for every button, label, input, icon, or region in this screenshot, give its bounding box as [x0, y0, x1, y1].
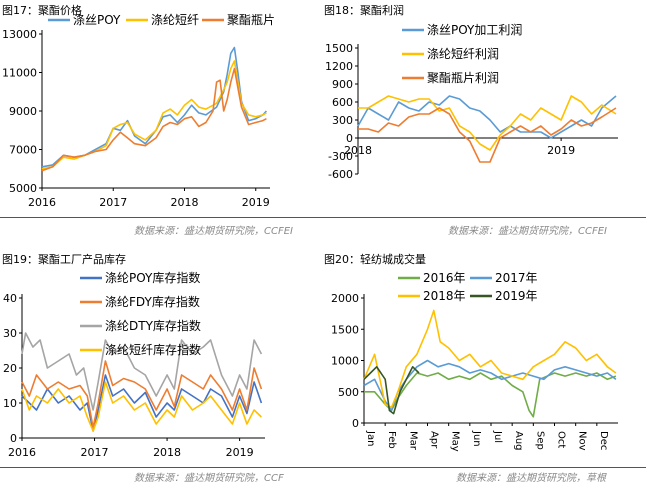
y-tick-label: 300 — [332, 114, 353, 127]
series-line-3 — [358, 107, 617, 163]
legend-label: 涤丝POY — [73, 13, 121, 27]
y-tick-label: 7000 — [9, 144, 37, 157]
x-tick-label: Feb — [386, 431, 397, 449]
inventory-chart: 0 10 20 30 40 2016 2017 2018 2019 涤纶POY库存指数涤纶FDY库… — [3, 270, 265, 459]
x-tick-label: Jun — [471, 430, 482, 447]
x-tick-label: Oct — [556, 431, 567, 448]
x-tick-label: Jul — [492, 430, 503, 443]
y-tick-label: 5000 — [9, 182, 37, 195]
legend-label: 2018年 — [423, 289, 466, 303]
series-line-3 — [41, 67, 267, 172]
x-tick-label: 2016 — [28, 196, 56, 209]
x-tick-label: 2018 — [344, 144, 372, 157]
y-tick-label: 900 — [332, 78, 353, 91]
series-line-3 — [21, 332, 263, 411]
profit-chart: -600 -300 0 300 600 900 1200 1500 2018 2019 涤丝POY加… — [325, 23, 618, 181]
legend-label: 2016年 — [423, 271, 466, 285]
x-tick-label: Apr — [429, 431, 440, 449]
x-tick-label: 2017 — [81, 446, 109, 459]
fig20-title: 图20：轻纺城成交量 — [324, 253, 426, 266]
y-tick-label: 600 — [332, 96, 353, 109]
legend-label: 2019年 — [495, 289, 538, 303]
legend-label: 涤丝POY加工利润 — [427, 23, 522, 37]
series-line-3 — [363, 309, 617, 409]
fig19-title: 图19：聚酯工厂产品库存 — [2, 253, 126, 266]
x-tick-label: Dec — [598, 431, 609, 450]
y-tick-label: 1500 — [331, 323, 359, 336]
x-tick-label: Nov — [577, 431, 588, 451]
legend-label: 涤纶FDY库存指数 — [105, 294, 200, 309]
series-line-2 — [358, 95, 617, 151]
x-tick-label: 2019 — [547, 144, 575, 157]
y-tick-label: 1000 — [331, 355, 359, 368]
y-tick-label: 9000 — [9, 105, 37, 118]
x-tick-label: 2019 — [226, 446, 254, 459]
y-tick-label: 0 — [352, 417, 359, 430]
y-tick-label: 0 — [10, 432, 17, 445]
legend-label: 聚酯瓶片 — [227, 13, 275, 27]
legend-label: 涤纶DTY库存指数 — [105, 318, 201, 333]
series-line-1 — [364, 372, 617, 418]
y-tick-label: 13000 — [2, 28, 37, 41]
legend-label: 2017年 — [495, 271, 538, 285]
divider-line-top — [0, 217, 646, 218]
divider-line-bottom — [0, 467, 646, 468]
y-tick-label: 40 — [3, 292, 17, 305]
volume-chart: 0 500 1000 1500 2000 Jan Feb Mar Apr May Jun Jul Aug… — [331, 271, 618, 452]
y-tick-label: 10 — [3, 397, 17, 410]
fig18-source: 数据来源：盛达期货研究院，CCFEI — [448, 226, 607, 237]
y-tick-label: 2000 — [331, 292, 359, 305]
x-tick-label: 2019 — [242, 196, 270, 209]
legend-label: 聚酯瓶片利润 — [427, 71, 499, 85]
legend-label: 涤纶短纤 — [151, 13, 199, 27]
y-tick-label: 20 — [3, 362, 17, 375]
y-tick-label: 11000 — [2, 67, 37, 80]
fig18-title: 图18：聚酯利润 — [324, 4, 404, 17]
y-tick-label: 30 — [3, 327, 17, 340]
price-chart: 5000 7000 9000 11000 13000 2016 2017 2018 2019 涤丝… — [2, 13, 275, 209]
x-tick-label: Jan — [365, 430, 376, 446]
x-tick-label: Sep — [534, 431, 545, 450]
y-tick-label: 1200 — [325, 60, 353, 73]
series-line-2 — [363, 359, 617, 412]
fig20-source: 数据来源：盛达期货研究院，草根 — [456, 473, 606, 484]
series-line-4 — [21, 381, 262, 432]
x-tick-label: 2017 — [99, 196, 127, 209]
x-tick-label: 2018 — [153, 446, 181, 459]
legend-label: 涤纶POY库存指数 — [105, 270, 200, 285]
series-line-1 — [357, 95, 617, 139]
series-line-4 — [363, 366, 420, 415]
y-tick-label: 0 — [346, 132, 353, 145]
x-tick-label: May — [450, 431, 461, 452]
series-line-1 — [21, 374, 263, 432]
y-tick-label: 1500 — [325, 42, 353, 55]
fig17-title: 图17：聚酯价格 — [2, 4, 82, 17]
y-tick-label: -300 — [328, 150, 353, 163]
y-tick-label: 500 — [338, 386, 359, 399]
x-tick-label: Aug — [513, 431, 524, 451]
x-tick-label: Mar — [407, 431, 418, 451]
fig19-source: 数据来源：盛达期货研究院，CCF — [134, 473, 284, 484]
legend-label: 涤纶短纤利润 — [427, 47, 499, 61]
fig17-source: 数据来源：盛达期货研究院，CCFEI — [134, 226, 293, 237]
x-tick-label: 2018 — [171, 196, 199, 209]
x-tick-label: 2016 — [8, 446, 36, 459]
legend-label: 涤纶短纤库存指数 — [105, 342, 201, 357]
series-line-2 — [21, 360, 263, 429]
y-tick-label: -600 — [328, 168, 353, 181]
series-line-1 — [41, 46, 267, 168]
